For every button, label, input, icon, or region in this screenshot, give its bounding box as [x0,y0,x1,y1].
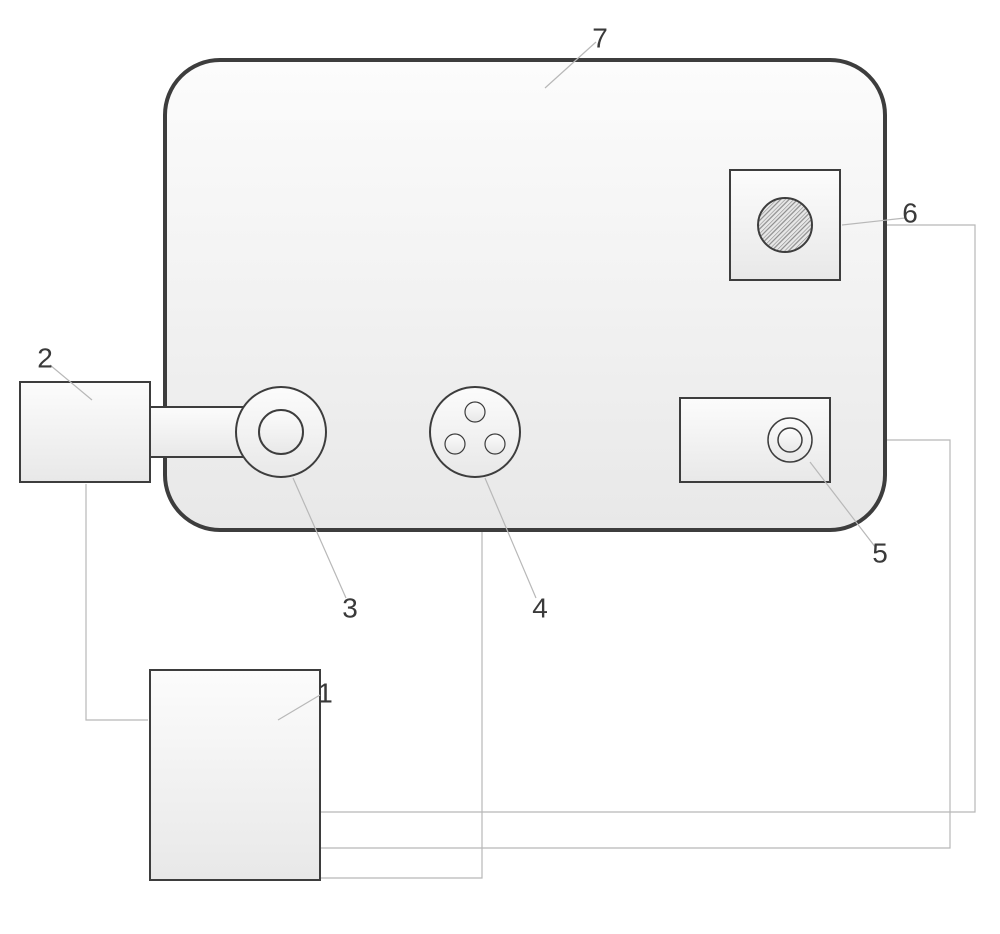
wire-1 [320,478,482,878]
label-1: 1 [317,677,333,708]
component-4 [430,387,520,477]
component-4-dot-0 [465,402,485,422]
component-6-knob [758,198,812,252]
component-2 [20,382,150,482]
component-4-dot-2 [485,434,505,454]
component-5-center [778,428,802,452]
label-2: 2 [37,342,53,373]
label-4: 4 [532,592,548,623]
wire-0 [86,484,148,720]
component-4-dot-1 [445,434,465,454]
label-6: 6 [902,197,918,228]
label-3: 3 [342,592,358,623]
component-3-inner [259,410,303,454]
label-7: 7 [592,22,608,53]
component-1 [150,670,320,880]
label-5: 5 [872,537,888,568]
diagram-canvas: 7 6 2 3 4 5 1 [0,0,1000,934]
